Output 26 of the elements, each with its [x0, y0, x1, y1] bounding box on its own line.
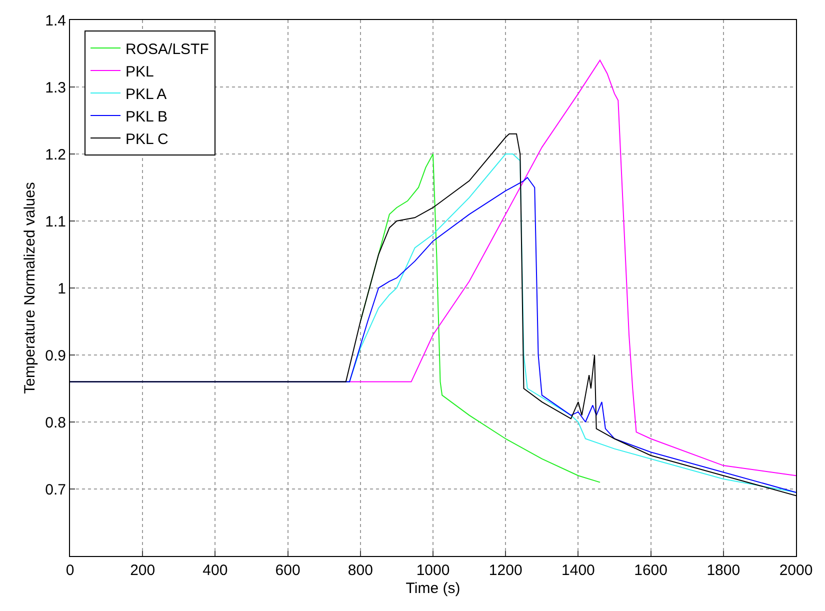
y-tick-label: 1: [58, 280, 66, 298]
x-tick-label: 200: [130, 562, 156, 579]
x-tick-label: 2000: [779, 562, 813, 579]
legend-label: PKL B: [126, 108, 168, 126]
legend-label: PKL C: [126, 130, 168, 148]
legend-label: PKL: [126, 63, 154, 80]
legend-label: PKL A: [126, 86, 167, 103]
y-tick-label: 1.2: [45, 146, 66, 164]
x-tick-label: 1200: [488, 562, 522, 579]
x-tick-label: 600: [275, 562, 300, 579]
x-tick-label: 400: [202, 562, 228, 579]
y-tick-label: 1.1: [45, 213, 66, 230]
x-tick-label: 1000: [416, 562, 450, 579]
y-tick-label: 1.3: [45, 79, 66, 96]
y-tick-label: 0.8: [45, 414, 66, 432]
x-tick-label: 0: [66, 562, 74, 579]
x-tick-label: 1600: [634, 562, 668, 579]
x-tick-label: 1400: [562, 562, 595, 579]
y-axis-title: Temperature Normalized values: [21, 182, 38, 394]
x-tick-label: 1800: [706, 562, 740, 579]
legend-label: ROSA/LSTF: [126, 40, 209, 58]
y-tick-label: 0.9: [45, 347, 66, 364]
y-tick-label: 0.7: [45, 481, 66, 498]
x-tick-label: 800: [348, 562, 373, 579]
x-axis-title: Time (s): [406, 580, 460, 597]
y-tick-label: 1.4: [45, 12, 66, 30]
